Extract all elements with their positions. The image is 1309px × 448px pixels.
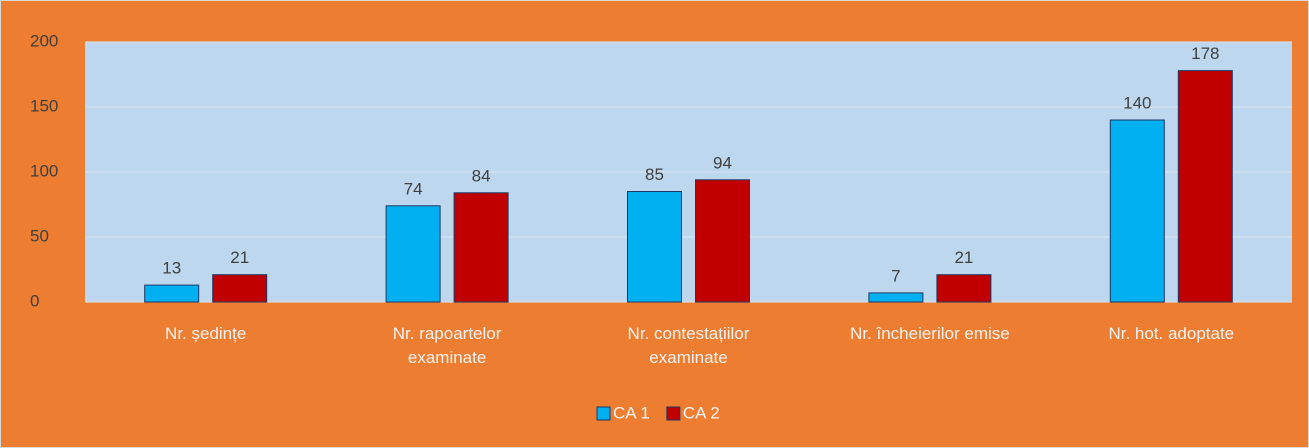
bar: [1109, 119, 1165, 303]
x-tick-label: Nr. încheierilor emise: [850, 324, 1010, 343]
bar: [1177, 70, 1233, 303]
y-tick-label: 0: [30, 291, 39, 310]
data-label: 21: [230, 248, 249, 267]
y-tick-label: 200: [30, 31, 58, 50]
x-tick-label: Nr. ședințe: [165, 324, 247, 343]
y-tick-label: 50: [30, 226, 49, 245]
legend-label: CA 1: [613, 403, 650, 422]
legend-label: CA 2: [683, 403, 720, 422]
y-tick-label: 150: [30, 96, 58, 115]
bar: [868, 292, 924, 303]
x-tick-label: Nr. hot. adoptate: [1108, 324, 1235, 343]
data-label: 7: [891, 266, 900, 285]
legend-swatch: [666, 406, 681, 421]
bar: [385, 205, 441, 303]
data-label: 13: [162, 259, 181, 278]
legend-swatch: [596, 406, 611, 421]
bar: [212, 274, 268, 303]
data-label: 21: [954, 248, 973, 267]
data-label: 140: [1123, 93, 1151, 112]
bar: [936, 274, 992, 303]
data-label: 84: [472, 166, 491, 185]
bar: [453, 192, 509, 303]
bar: [695, 179, 750, 303]
bar: [144, 284, 200, 303]
y-tick-label: 100: [30, 161, 58, 180]
bar: [627, 191, 682, 303]
data-label: 85: [645, 165, 664, 184]
data-label: 94: [713, 153, 732, 172]
x-tick-label: Nr. contestațiilor examinate: [627, 324, 750, 367]
data-label: 178: [1191, 44, 1219, 63]
x-tick-label: Nr. rapoartelor examinate: [392, 324, 502, 367]
data-label: 74: [404, 179, 423, 198]
